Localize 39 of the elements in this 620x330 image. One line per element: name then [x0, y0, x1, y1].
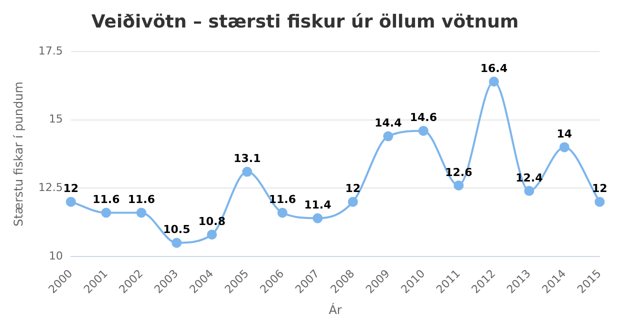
data-label: 12	[345, 182, 361, 196]
point	[172, 238, 182, 248]
point	[594, 196, 605, 207]
y-tick-label: 10	[48, 249, 63, 262]
point	[418, 126, 428, 136]
data-label: 14	[556, 128, 572, 141]
data-label: 12.6	[445, 166, 473, 179]
data-label: 13.1	[234, 152, 261, 166]
point	[136, 208, 146, 218]
point	[348, 196, 358, 207]
data-label: 10.5	[163, 223, 190, 236]
data-label: 12.4	[516, 171, 544, 184]
point	[454, 180, 464, 190]
data-label: 11.6	[128, 193, 156, 206]
y-tick-label: 12.5	[38, 181, 63, 194]
point	[488, 76, 499, 87]
data-label: 10.8	[198, 214, 226, 228]
point	[101, 208, 112, 218]
data-label: 14.6	[410, 111, 438, 124]
data-label: 12	[63, 182, 79, 196]
point	[206, 230, 217, 240]
data-label: 11.6	[92, 193, 120, 206]
data-label: 11.4	[304, 198, 332, 212]
data-label: 11.6	[268, 193, 296, 206]
point	[524, 186, 534, 196]
y-tick-label: 17.5	[38, 44, 63, 58]
y-tick-label: 15	[48, 112, 63, 126]
data-label: 16.4	[480, 62, 508, 76]
chart-title: Veiðivötn – stærsti fiskur úr öllum vötnum	[91, 11, 519, 32]
data-label: 12	[592, 182, 608, 196]
point	[66, 196, 76, 207]
point	[559, 142, 570, 152]
point	[312, 213, 323, 224]
point	[242, 166, 252, 177]
data-label: 14.4	[374, 116, 402, 130]
y-axis-title: Stærstu fiskar í pundum	[11, 82, 26, 227]
point	[277, 208, 288, 218]
point	[383, 131, 394, 142]
x-axis-title: Ár	[328, 302, 342, 317]
